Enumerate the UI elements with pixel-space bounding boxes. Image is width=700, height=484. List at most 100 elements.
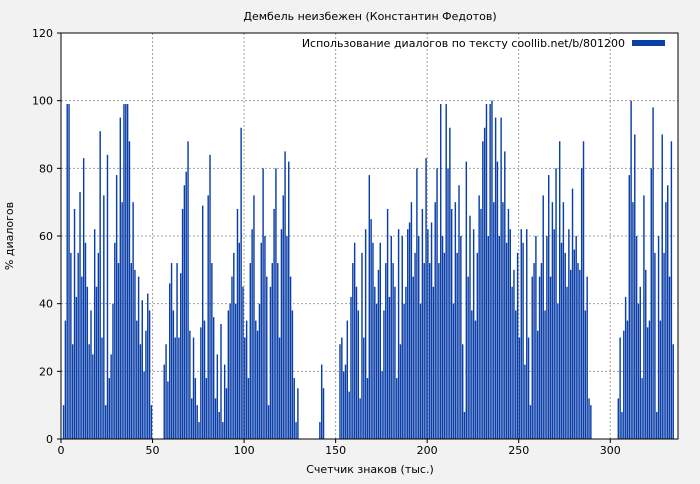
bar: [295, 422, 297, 439]
bar: [189, 330, 191, 439]
bar: [256, 330, 259, 439]
bar: [150, 405, 153, 439]
bar: [123, 104, 125, 440]
bar: [278, 337, 281, 439]
bar: [99, 131, 101, 439]
bar: [520, 229, 522, 439]
bar: [646, 327, 649, 439]
bar: [289, 276, 292, 439]
bar: [143, 371, 145, 439]
bar: [582, 141, 585, 439]
y-tick-label: 80: [39, 162, 53, 175]
bar: [626, 320, 629, 439]
bar: [269, 286, 272, 439]
bar: [286, 236, 288, 439]
bar: [496, 161, 499, 439]
bar: [436, 168, 438, 439]
bar: [403, 303, 405, 439]
bar: [288, 161, 290, 439]
bar: [586, 276, 588, 439]
bar: [527, 337, 530, 439]
bar: [355, 286, 358, 439]
bar: [359, 398, 361, 439]
bar: [277, 263, 279, 439]
bar: [485, 104, 488, 440]
bar: [81, 276, 83, 439]
bar: [668, 276, 671, 439]
bar: [478, 195, 480, 439]
bar: [114, 242, 116, 439]
bar: [410, 202, 413, 439]
bar: [463, 411, 466, 439]
bar: [73, 208, 76, 439]
bar: [526, 229, 528, 439]
bar: [619, 337, 621, 439]
bar: [472, 229, 475, 439]
bar: [176, 263, 178, 439]
legend-swatch: [632, 40, 665, 46]
bar: [374, 286, 376, 439]
bar: [112, 303, 114, 439]
bar: [511, 286, 513, 439]
bar: [580, 168, 583, 439]
bar: [447, 168, 449, 439]
bar: [82, 158, 85, 439]
bar: [558, 141, 561, 439]
bar: [366, 378, 369, 439]
bar: [62, 405, 65, 439]
bar: [214, 398, 217, 439]
bar: [353, 242, 356, 439]
bar: [253, 195, 255, 439]
bar: [494, 117, 497, 439]
bar: [408, 222, 411, 439]
bar: [489, 104, 491, 440]
bar: [548, 175, 550, 439]
bar: [617, 398, 620, 439]
bar: [64, 320, 67, 439]
bar: [434, 202, 436, 439]
bar: [549, 276, 552, 439]
bar: [121, 202, 123, 439]
bar: [588, 398, 590, 439]
bar: [225, 388, 228, 439]
bar: [223, 364, 226, 439]
bar: [590, 405, 592, 439]
bar: [293, 378, 295, 439]
y-axis-label: % диалогов: [3, 202, 16, 270]
bar: [170, 263, 173, 439]
bar: [663, 252, 665, 439]
bar: [222, 422, 224, 439]
bar: [635, 236, 638, 439]
bar: [441, 236, 444, 439]
bar: [383, 310, 385, 439]
x-axis-label: Счетчик знаков (тыс.): [306, 463, 434, 476]
bar: [621, 411, 623, 439]
bar: [260, 242, 262, 439]
bar: [361, 252, 363, 439]
bar: [203, 320, 206, 439]
bar: [264, 236, 266, 439]
bar: [291, 310, 294, 439]
bar: [467, 276, 469, 439]
bar: [172, 310, 175, 439]
bar: [641, 378, 643, 439]
bar: [522, 242, 524, 439]
bar: [375, 303, 378, 439]
bar: [233, 252, 235, 439]
bar: [445, 104, 447, 440]
bar: [205, 378, 208, 439]
bar: [513, 269, 515, 439]
bar: [320, 364, 323, 439]
bar: [165, 344, 167, 439]
bar: [231, 276, 233, 439]
bar: [624, 296, 627, 439]
bar: [623, 330, 625, 439]
bar: [136, 320, 138, 439]
bar: [244, 337, 246, 439]
bar: [368, 175, 371, 439]
bar: [656, 411, 658, 439]
bar: [84, 242, 87, 439]
bar: [192, 337, 195, 439]
y-tick-label: 0: [46, 433, 53, 446]
